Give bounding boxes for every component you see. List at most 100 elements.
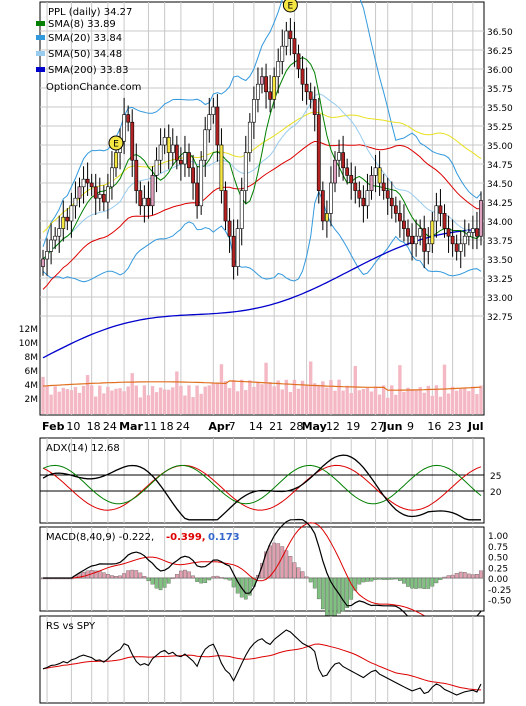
macd-histogram-bar [227,577,232,581]
volume-bar [240,379,244,414]
macd-histogram-bar [243,577,248,600]
volume-bar [304,385,309,414]
macd-histogram-bar [430,577,435,587]
candle [126,114,131,123]
volume-bar [126,386,130,414]
volume-bar [179,385,183,414]
price-tick-label: 34.50 [487,180,513,190]
volume-bar [349,393,353,414]
macd-histogram-bar [126,570,131,579]
candle [470,228,475,233]
rs-label: RS vs SPY [46,621,96,632]
volume-bar [150,386,155,414]
macd-histogram-bar [438,577,443,580]
candle [312,99,317,115]
volume-bar [345,385,349,414]
candle [333,159,337,184]
volume-bar [73,387,78,414]
macd-histogram-bar [426,577,431,589]
candle [105,186,110,203]
macd-histogram-bar [454,573,459,579]
sma-red-line [42,140,482,290]
volume-bar [361,388,366,414]
candle [166,137,171,153]
volume-bar [325,387,329,414]
macd-histogram-bar [369,577,374,582]
candle [81,178,86,188]
candle [454,243,459,252]
macd-histogram-bar [150,577,155,585]
macd-tick-label: 0.00 [488,575,508,585]
macd-histogram-bar [341,577,345,612]
macd-histogram-bar [179,570,183,579]
date-tick-label: 19 [346,420,360,433]
candle [414,235,419,245]
volume-bar [41,376,45,414]
macd-histogram-bar [385,577,390,580]
volume-bar [98,385,102,414]
volume-bar [85,375,90,414]
candle [434,205,439,222]
candle [170,144,175,153]
legend-ticker: PPL (daily) 34.27 [48,7,132,18]
candle [65,216,70,222]
volume-tick-label: 2M [25,395,39,405]
candle [227,220,232,237]
volume-bar [272,386,276,414]
macd-histogram-bar [422,577,427,589]
date-tick-label: 12 [326,420,340,433]
candle [41,258,45,267]
volume-bar [337,379,341,414]
macd-histogram-bar [207,577,212,581]
price-tick-label: 33.25 [487,275,513,285]
volume-bar [158,387,163,414]
macd-histogram-bar [466,573,471,579]
macd-histogram-bar [97,570,102,579]
candle [438,205,443,214]
candle [223,190,228,222]
volume-bar [300,380,305,414]
volume-bar [475,394,479,414]
macd-histogram-bar [101,572,106,579]
watermark: OptionChance.com [46,82,141,93]
volume-bar [57,391,61,414]
date-tick-label: May [302,420,327,433]
volume-bar [215,382,220,414]
price-tick-label: 36.00 [487,66,513,76]
legend-swatch-sma200 [36,67,45,72]
macd-histogram-bar [191,575,195,579]
candle [61,216,66,229]
macd-histogram-bar [280,546,285,579]
volume-bar [390,385,394,414]
candle [162,137,167,146]
volume-bar [53,386,57,414]
candle [357,190,362,199]
candle [316,114,321,191]
candle [442,213,447,229]
volume-bar [317,384,321,414]
legend-sma50: SMA(50) 34.48 [48,49,122,60]
price-tick-label: 35.75 [487,85,513,95]
volume-bar [333,390,337,414]
candle [158,144,163,161]
volume-tick-label: 6M [25,367,39,377]
volume-bar [219,364,224,414]
macd-histogram-bar [393,577,398,580]
candle [288,30,293,39]
candle [292,38,297,55]
volume-bar [446,393,451,414]
macd-hist-label: 0.173 [208,532,240,543]
macd-histogram-bar [458,571,463,579]
macd-histogram-bar [138,572,143,579]
candle [264,76,268,93]
volume-bar [175,371,179,414]
candle [114,152,118,169]
sma50-band-line [42,111,482,233]
volume-bar [422,392,426,414]
volume-bar [454,390,459,414]
candle [53,235,58,241]
price-tick-label: 33.00 [487,294,513,304]
volume-bar [134,385,138,414]
macd-histogram-bar [231,577,236,588]
date-tick-label: 24 [103,420,117,433]
